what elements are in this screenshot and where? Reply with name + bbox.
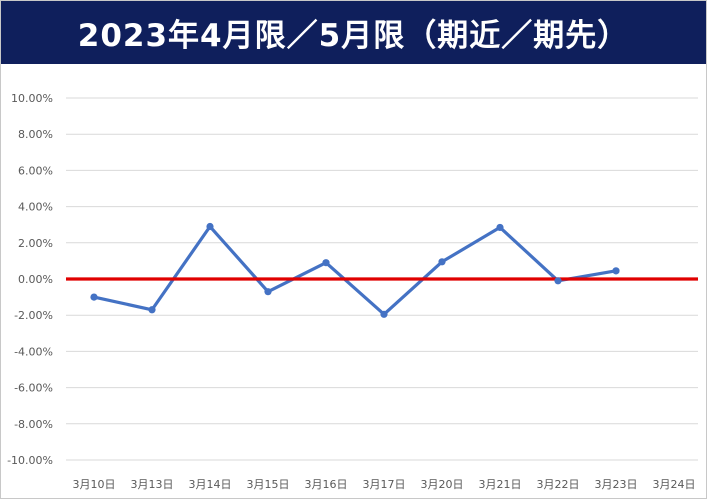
data-point	[264, 288, 272, 296]
title-bar: 2023年4月限／5月限（期近／期先）	[1, 1, 706, 64]
x-tick-label: 3月23日	[595, 478, 638, 491]
y-tick-label: -6.00%	[14, 382, 53, 395]
y-tick-label: 2.00%	[18, 237, 53, 250]
y-tick-label: 10.00%	[11, 92, 53, 105]
y-tick-label: 6.00%	[18, 164, 53, 177]
data-point	[206, 222, 214, 231]
y-tick-label: -4.00%	[14, 345, 53, 358]
data-point	[380, 310, 388, 318]
y-tick-label: -10.00%	[7, 454, 53, 467]
x-tick-label: 3月13日	[131, 478, 174, 491]
chart-title: 2023年4月限／5月限（期近／期先）	[77, 18, 630, 54]
data-point	[322, 259, 330, 267]
x-tick-label: 3月21日	[479, 478, 522, 491]
y-tick-label: 0.00%	[18, 273, 53, 286]
data-point	[438, 258, 446, 266]
y-tick-label: 4.00%	[18, 201, 53, 214]
x-tick-label: 3月17日	[363, 478, 406, 491]
data-point	[612, 267, 620, 275]
x-tick-label: 3月14日	[189, 478, 232, 491]
x-tick-label: 3月16日	[305, 478, 348, 491]
x-tick-label: 3月22日	[537, 478, 580, 491]
series-line	[92, 224, 618, 316]
data-point	[148, 306, 156, 314]
x-tick-label: 3月24日	[653, 478, 696, 491]
x-tick-label: 3月15日	[247, 478, 290, 491]
y-tick-label: -2.00%	[14, 309, 53, 322]
y-tick-label: 8.00%	[18, 128, 53, 141]
x-tick-label: 3月20日	[421, 478, 464, 491]
y-tick-label: -8.00%	[14, 418, 53, 431]
x-tick-label: 3月10日	[73, 478, 116, 491]
data-point	[496, 223, 504, 232]
data-point	[90, 293, 98, 301]
data-point	[554, 277, 562, 285]
